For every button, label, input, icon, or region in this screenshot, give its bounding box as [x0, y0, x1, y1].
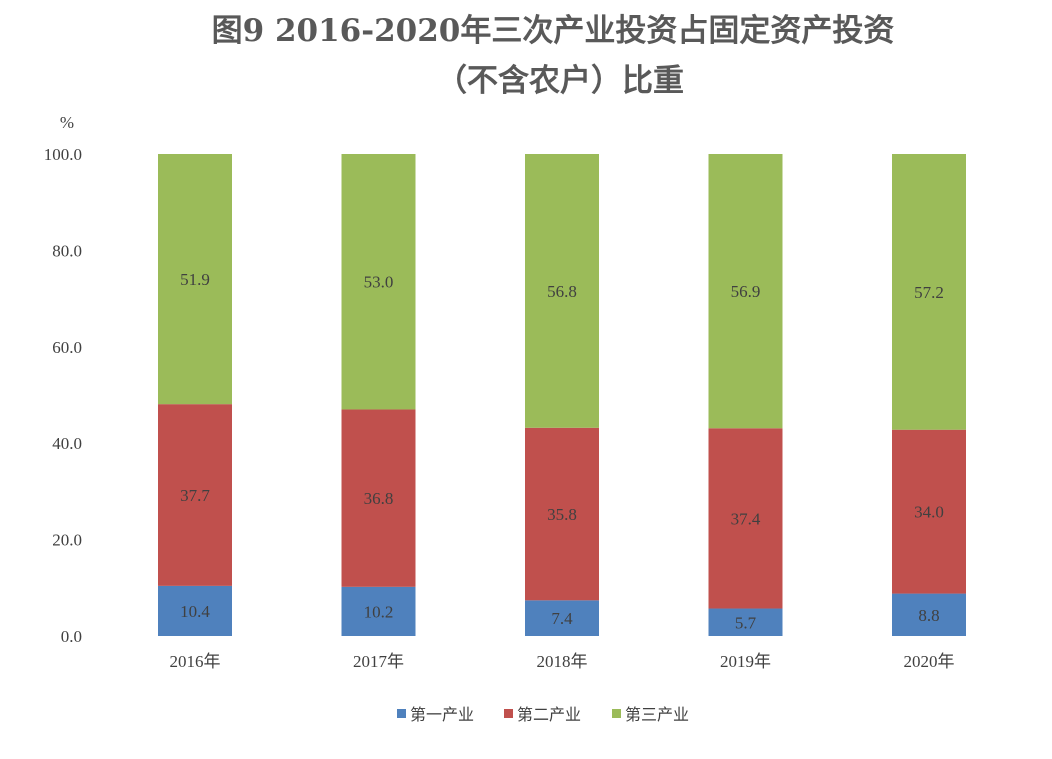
bar-segment: [158, 585, 232, 636]
x-category-label: 2017年: [353, 652, 404, 671]
chart-legend: 第一产业 第二产业 第三产业: [397, 705, 689, 724]
data-label: 5.7: [735, 613, 757, 632]
legend-swatch: [504, 709, 513, 718]
data-label: 57.2: [914, 283, 944, 302]
bar-segment: [525, 154, 599, 428]
y-axis-unit-label: %: [60, 113, 74, 132]
data-label: 36.8: [364, 489, 394, 508]
y-tick-label: 40.0: [52, 434, 82, 453]
data-label: 53.0: [364, 273, 394, 292]
bar-segment: [892, 429, 966, 594]
bar-segment: [708, 428, 783, 609]
legend-swatch: [397, 709, 406, 718]
bar-segment: [708, 154, 783, 429]
bar-segment: [341, 154, 416, 410]
data-label: 56.9: [731, 282, 761, 301]
x-category-label: 2020年: [904, 652, 955, 671]
data-label: 56.8: [547, 282, 577, 301]
data-label: 37.4: [731, 509, 761, 528]
data-label: 37.7: [180, 486, 210, 505]
data-label: 51.9: [180, 270, 210, 289]
data-label: 10.2: [364, 602, 394, 621]
data-label: 35.8: [547, 505, 577, 524]
bar-segment: [341, 586, 416, 636]
bar-segment: [525, 427, 599, 601]
legend-label: 第三产业: [625, 705, 689, 724]
y-tick-label: 80.0: [52, 241, 82, 260]
bar-segment: [341, 409, 416, 587]
data-label: 8.8: [918, 606, 939, 625]
bar-segment: [158, 404, 232, 586]
x-axis-labels: 2016年 2017年 2018年 2019年 2020年: [170, 652, 955, 671]
data-label: 7.4: [551, 609, 573, 628]
bar-segment: [892, 154, 966, 430]
y-axis-ticks: 0.0 20.0 40.0 60.0 80.0 100.0: [44, 145, 82, 646]
data-label: 10.4: [180, 602, 210, 621]
y-tick-label: 60.0: [52, 338, 82, 357]
bar-segment: [525, 600, 599, 636]
bar-series-group: 10.4 37.7 51.9 10.2 36.8 53.0 7.4 35.8 56.8 5.7 37…: [158, 154, 966, 636]
data-label: 34.0: [914, 503, 944, 522]
legend-label: 第一产业: [410, 705, 474, 724]
x-category-label: 2018年: [537, 652, 588, 671]
chart-title-line-2: （不含农户）比重: [436, 63, 684, 99]
legend-label: 第二产业: [517, 705, 581, 724]
bar-segment: [158, 154, 232, 405]
y-tick-label: 20.0: [52, 531, 82, 550]
y-tick-label: 100.0: [44, 145, 82, 164]
bar-segment: [892, 593, 966, 636]
y-tick-label: 0.0: [61, 627, 82, 646]
x-category-label: 2016年: [170, 652, 221, 671]
bar-segment: [708, 608, 783, 636]
x-category-label: 2019年: [720, 652, 771, 671]
legend-swatch: [612, 709, 621, 718]
chart-title-line-1: 图9 2016-2020年三次产业投资占固定资产投资: [212, 13, 895, 49]
